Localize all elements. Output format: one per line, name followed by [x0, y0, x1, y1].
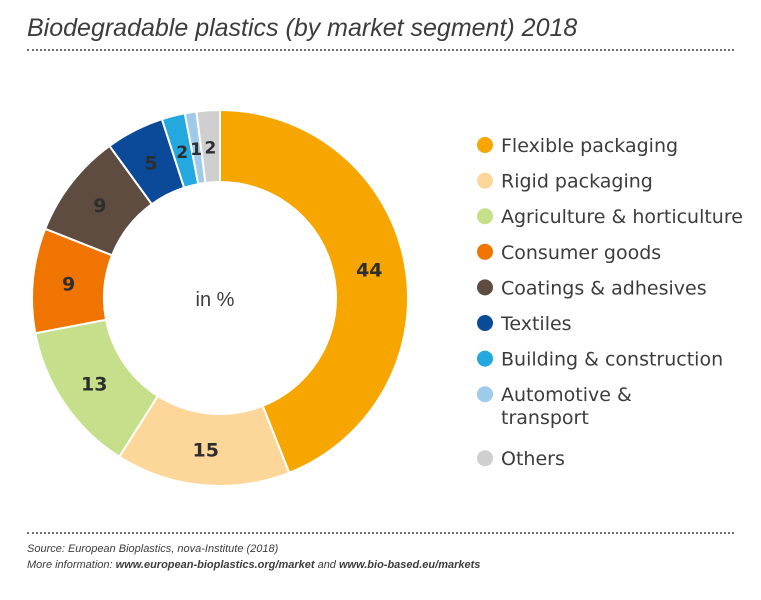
legend-swatch-coatings-and-adhesives — [477, 279, 493, 296]
legend-swatch-agriculture-and-horticulture — [477, 208, 493, 225]
value-label-building-and-construction: 2 — [176, 143, 188, 163]
link-european-bioplastics[interactable]: www.european-bioplastics.org/market — [115, 559, 315, 571]
title-divider — [27, 49, 734, 51]
slice-flexible-packaging — [219, 108, 409, 475]
value-label-coatings-and-adhesives: 9 — [93, 195, 106, 217]
legend-label-agriculture-and-horticulture: Agriculture & horticulture — [501, 206, 743, 228]
more-info-line: More information: www.european-bioplasti… — [27, 557, 480, 573]
legend-label-rigid-packaging: Rigid packaging — [501, 171, 653, 193]
legend-label-building-and-construction: Building & construction — [501, 349, 723, 371]
legend: Flexible packaging Rigid packaging Agricul… — [477, 135, 743, 470]
legend-label-consumer-goods: Consumer goods — [501, 242, 661, 264]
value-label-agriculture-and-horticulture: 13 — [81, 373, 107, 395]
value-label-textiles: 5 — [144, 153, 157, 175]
legend-swatch-consumer-goods — [477, 243, 493, 260]
link-bio-based[interactable]: www.bio-based.eu/markets — [338, 559, 481, 571]
source-note: Source: European Bioplastics, nova-Insti… — [27, 541, 480, 573]
legend-swatch-others — [477, 450, 493, 467]
legend-swatch-textiles — [477, 315, 493, 331]
legend-swatch-rigid-packaging — [477, 172, 493, 189]
more-info-prefix: More information: — [27, 559, 116, 571]
legend-label-automotive-and-transport: Automotive & — [501, 384, 632, 406]
legend-swatch-automotive-and-transport — [477, 386, 493, 403]
slice-others — [195, 108, 221, 185]
chart-title: Biodegradable plastics (by market segmen… — [27, 14, 578, 42]
legend-label-textiles: Textiles — [500, 313, 572, 335]
center-label: in % — [196, 289, 235, 311]
legend-label-others: Others — [501, 448, 565, 470]
legend-label-automotive-and-transport: transport — [501, 407, 589, 429]
value-label-consumer-goods: 9 — [62, 274, 75, 296]
footer-divider — [27, 532, 734, 534]
legend-label-flexible-packaging: Flexible packaging — [501, 135, 678, 157]
source-line: Source: European Bioplastics, nova-Insti… — [27, 543, 279, 555]
value-label-automotive-and-transport: 1 — [190, 140, 202, 160]
legend-swatch-building-and-construction — [477, 350, 493, 367]
value-label-rigid-packaging: 15 — [192, 439, 218, 461]
value-label-flexible-packaging: 44 — [356, 260, 382, 282]
value-label-others: 2 — [205, 138, 217, 158]
legend-swatch-flexible-packaging — [477, 137, 493, 153]
more-info-and: and — [314, 559, 339, 571]
legend-label-coatings-and-adhesives: Coatings & adhesives — [501, 277, 707, 299]
donut-slices — [31, 108, 409, 487]
